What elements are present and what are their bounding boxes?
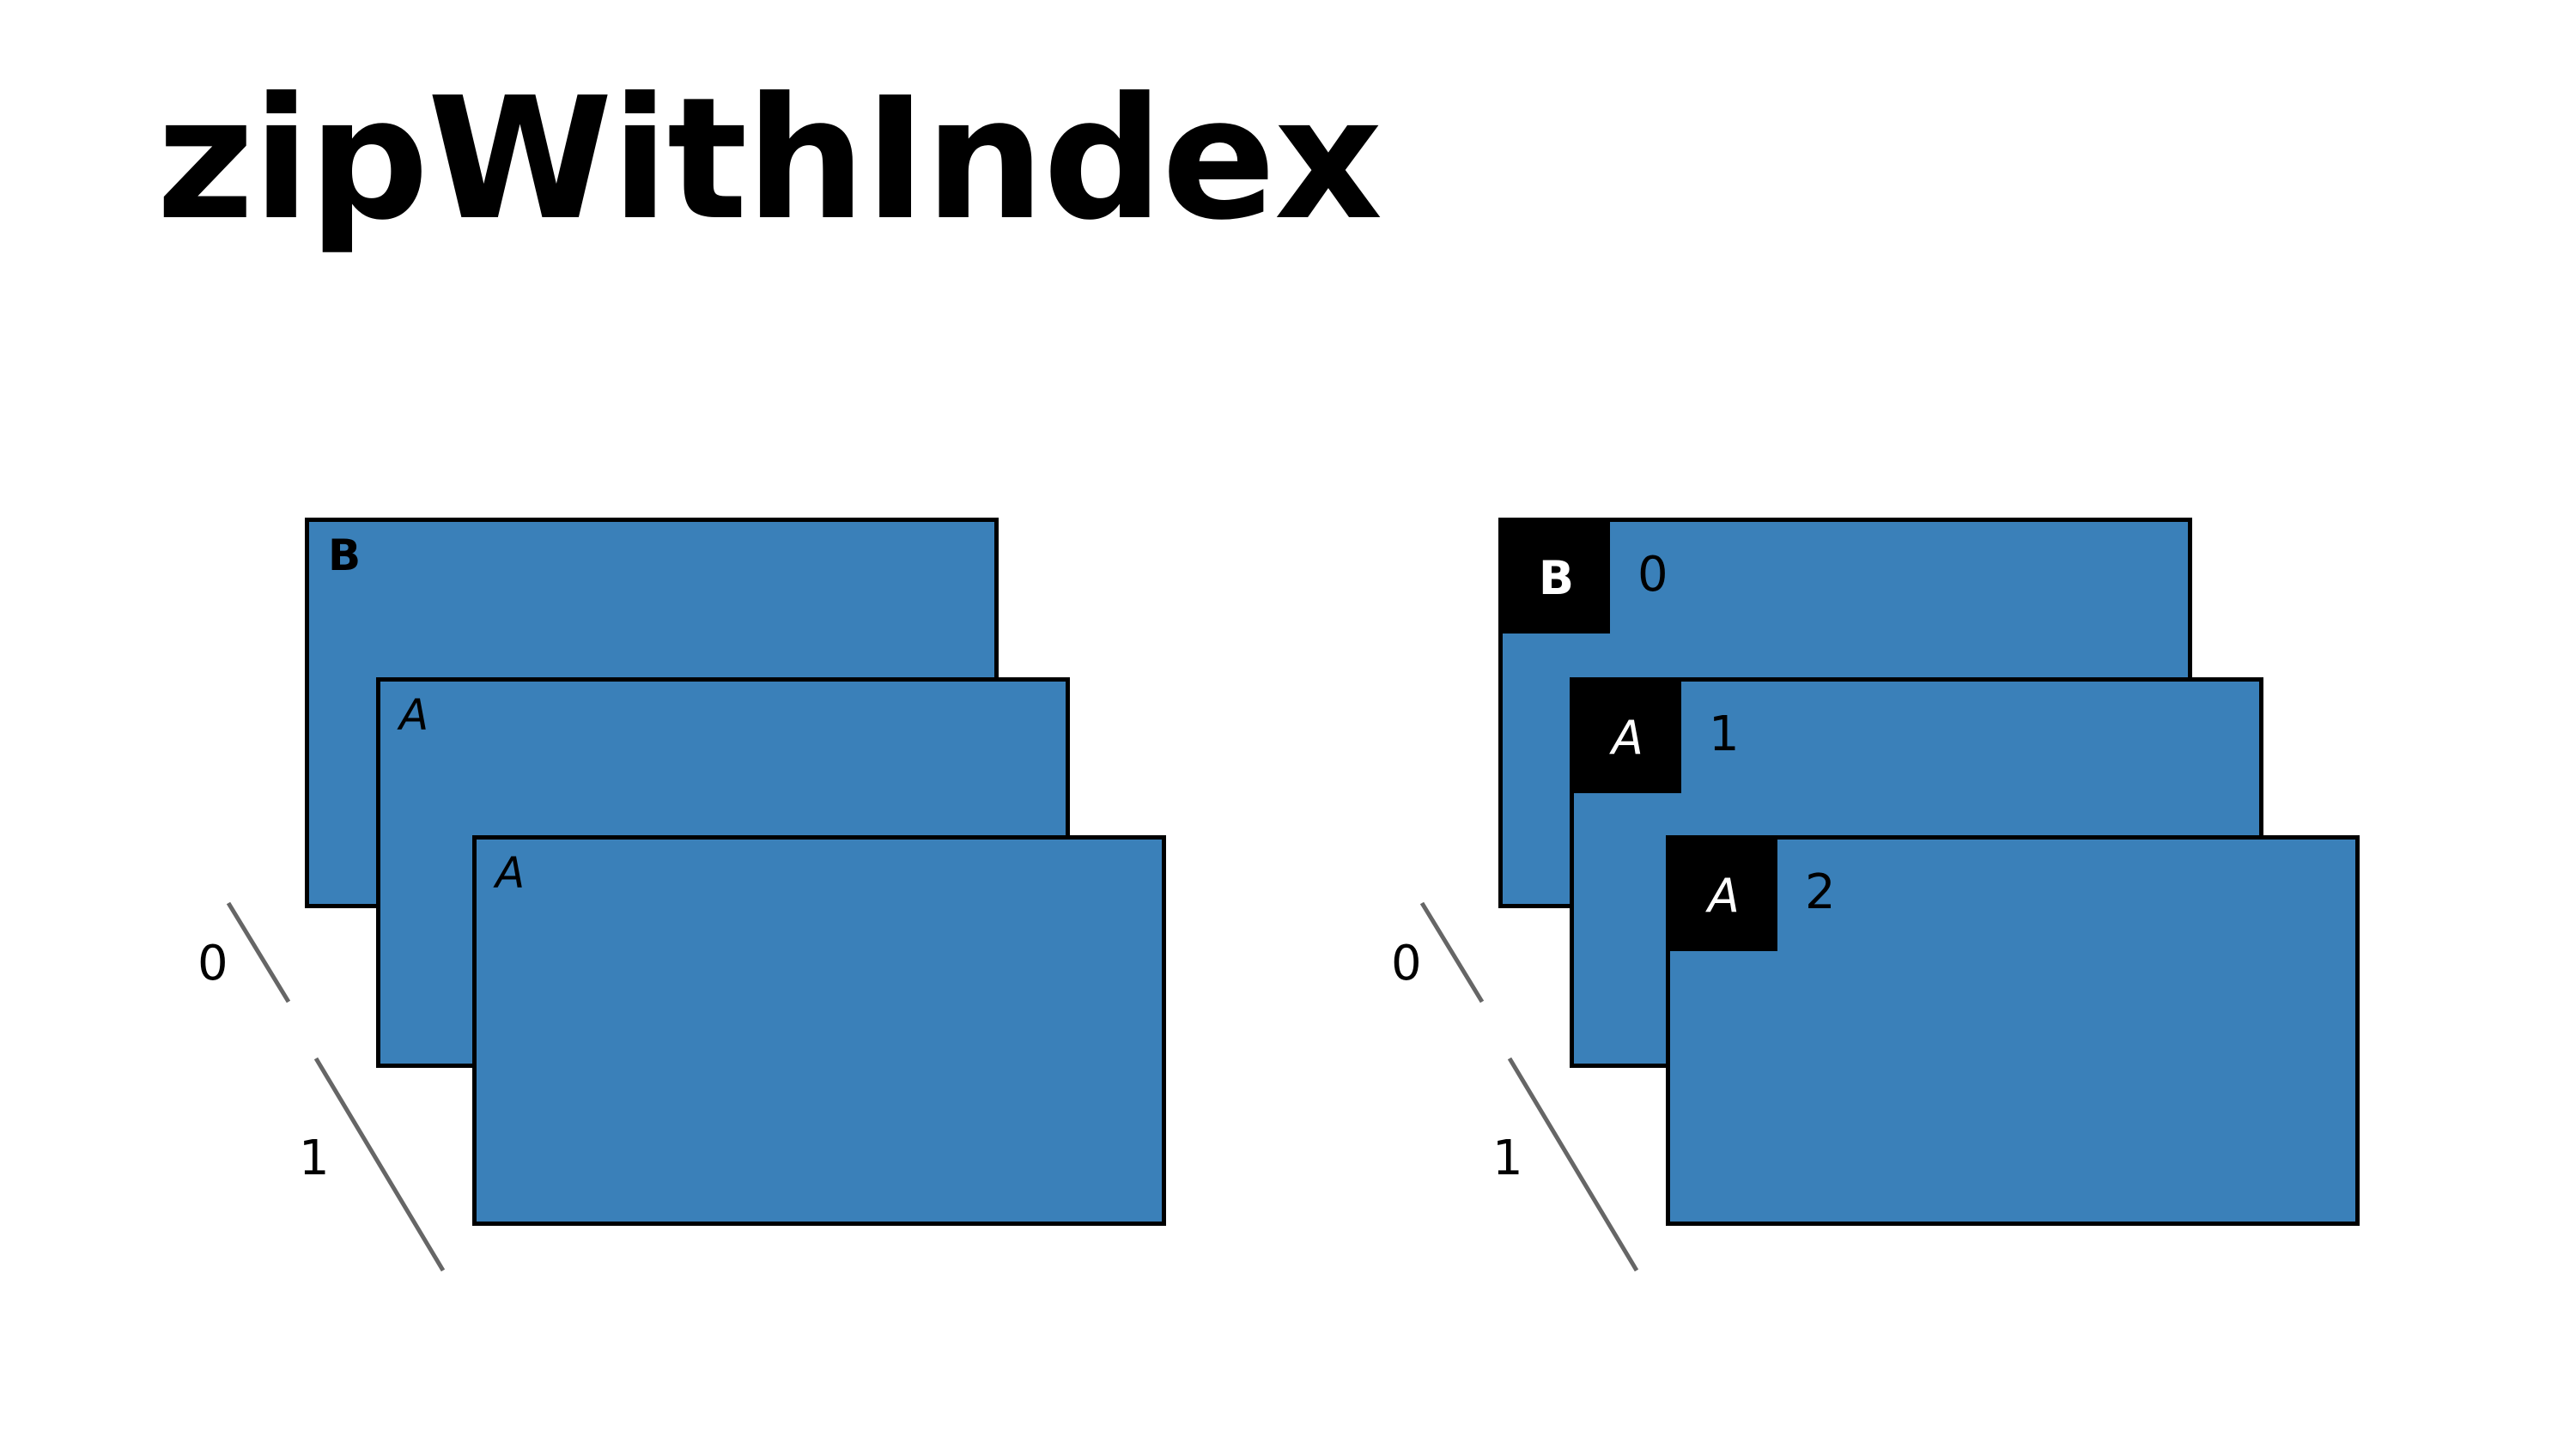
element-index: 0 — [1637, 547, 1668, 603]
element-tag: A — [1574, 682, 1681, 793]
card-label: B — [328, 530, 361, 580]
element-tag: A — [1670, 840, 1777, 951]
element-tag: B — [1503, 522, 1610, 634]
card-label: A — [399, 690, 429, 740]
axis-label-0: 0 — [197, 936, 228, 991]
axis-label-1: 1 — [299, 1131, 330, 1186]
axis-label-1: 1 — [1492, 1131, 1523, 1186]
right-panel: 0 1 B 0 A 1 A 2 — [1194, 0, 2439, 1449]
card-label: A — [495, 848, 526, 898]
partition-card-a-second: A — [472, 835, 1166, 1226]
element-index: 1 — [1709, 706, 1740, 762]
indexed-card-a-second: A 2 — [1666, 835, 2360, 1226]
left-panel: 0 1 B A A — [0, 0, 1245, 1449]
slide-title: zipWithIndex — [156, 62, 1382, 258]
axis-label-0: 0 — [1391, 936, 1422, 991]
axis-line-0 — [1419, 901, 1485, 1003]
axis-line-0 — [226, 901, 291, 1003]
axis-line-1 — [313, 1057, 446, 1272]
element-index: 2 — [1805, 864, 1836, 920]
axis-line-1 — [1507, 1057, 1639, 1272]
